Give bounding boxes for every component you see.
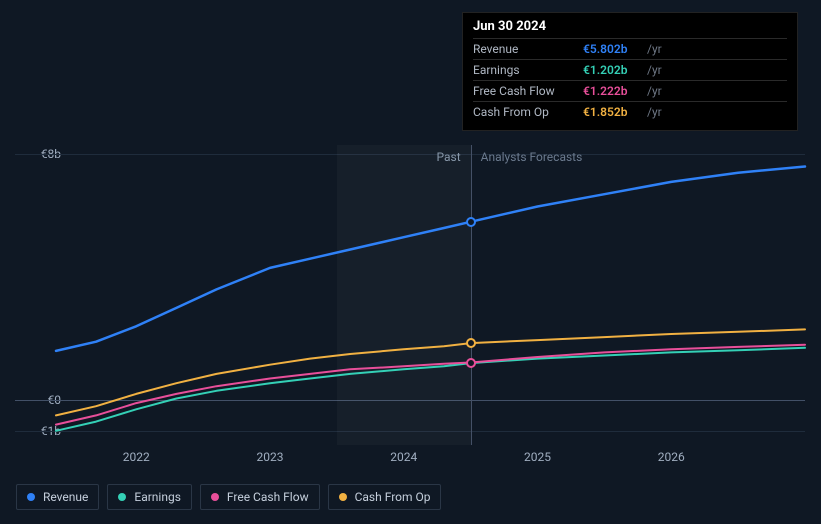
series-marker <box>466 338 476 348</box>
legend-dot-icon <box>339 493 347 501</box>
x-axis-label: 2023 <box>240 450 300 464</box>
chart-lines <box>56 145 805 445</box>
tooltip-row: Free Cash Flow€1.222b/yr <box>473 80 787 101</box>
legend-item-cash-from-op[interactable]: Cash From Op <box>328 484 442 510</box>
tooltip-row: Earnings€1.202b/yr <box>473 59 787 80</box>
legend-item-free-cash-flow[interactable]: Free Cash Flow <box>200 484 320 510</box>
x-axis-label: 2025 <box>508 450 568 464</box>
series-line-earnings <box>56 348 805 431</box>
legend-item-revenue[interactable]: Revenue <box>16 484 99 510</box>
tooltip-metric-unit: /yr <box>647 105 662 119</box>
tooltip-metric-value: €1.852b <box>583 105 643 119</box>
series-line-cash-from-op <box>56 329 805 415</box>
legend-item-earnings[interactable]: Earnings <box>107 484 192 510</box>
financials-chart: -€1b€0€8b PastAnalysts Forecasts 2022202… <box>0 0 821 524</box>
tooltip-metric-label: Earnings <box>473 63 583 77</box>
tooltip-metric-value: €1.202b <box>583 63 643 77</box>
tooltip-metric-label: Free Cash Flow <box>473 84 583 98</box>
x-axis-label: 2026 <box>641 450 701 464</box>
legend-label: Earnings <box>134 490 181 504</box>
legend-dot-icon <box>27 493 35 501</box>
series-line-revenue <box>56 167 805 351</box>
tooltip-metric-unit: /yr <box>647 63 662 77</box>
tooltip-metric-unit: /yr <box>647 42 662 56</box>
tooltip-metric-value: €1.222b <box>583 84 643 98</box>
chart-legend: Revenue Earnings Free Cash Flow Cash From O… <box>16 484 441 510</box>
tooltip-date: Jun 30 2024 <box>473 19 787 34</box>
legend-label: Revenue <box>43 490 88 504</box>
tooltip-metric-value: €5.802b <box>583 42 643 56</box>
tooltip-metric-label: Cash From Op <box>473 105 583 119</box>
series-marker <box>466 358 476 368</box>
x-axis-label: 2024 <box>374 450 434 464</box>
tooltip-row: Cash From Op€1.852b/yr <box>473 101 787 122</box>
series-marker <box>466 217 476 227</box>
tooltip-metric-label: Revenue <box>473 42 583 56</box>
tooltip-row: Revenue€5.802b/yr <box>473 38 787 59</box>
legend-label: Free Cash Flow <box>227 490 309 504</box>
chart-tooltip: Jun 30 2024 Revenue€5.802b/yrEarnings€1.… <box>462 12 798 131</box>
tooltip-metric-unit: /yr <box>647 84 662 98</box>
legend-dot-icon <box>118 493 126 501</box>
legend-label: Cash From Op <box>355 490 431 504</box>
x-axis-label: 2022 <box>106 450 166 464</box>
legend-dot-icon <box>211 493 219 501</box>
